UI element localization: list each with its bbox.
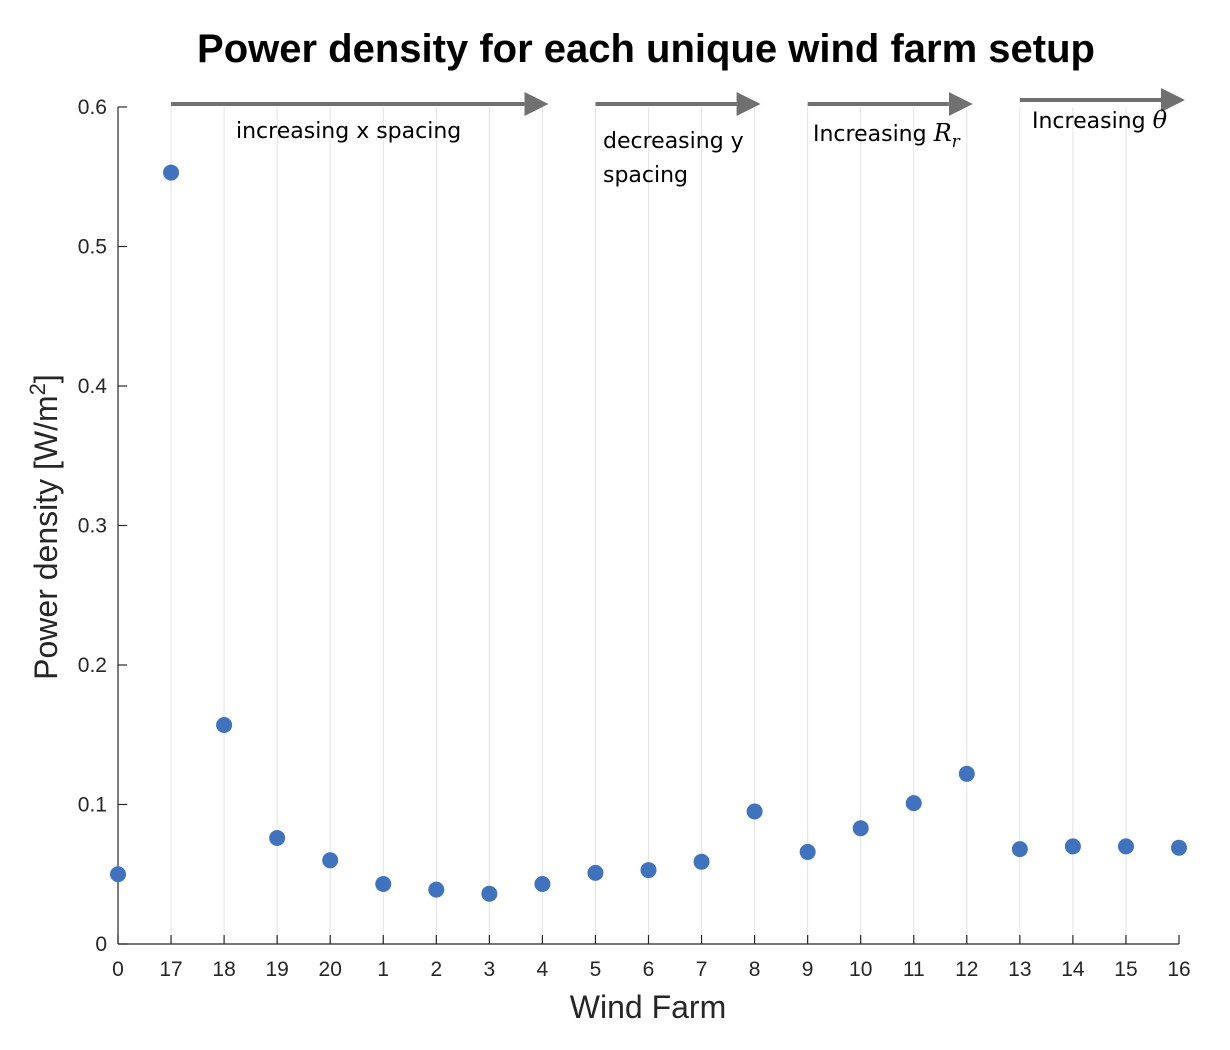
x-tick-label: 16: [1167, 958, 1190, 981]
x-tick-label: 14: [1061, 958, 1085, 981]
data-point-16: [1171, 839, 1187, 856]
annotation-line: Increasing: [813, 122, 934, 147]
y-tick-label: 0.1: [78, 794, 107, 817]
data-point-18: [216, 716, 233, 733]
x-tick-label: 3: [484, 958, 496, 981]
y-axis-title: Power density [W/m2]: [25, 374, 64, 680]
annotation-line: spacing: [603, 163, 688, 188]
data-point-2: [428, 881, 445, 898]
data-point-13: [1011, 841, 1028, 858]
data-point-15: [1117, 838, 1134, 855]
data-point-10: [852, 820, 869, 837]
y-tick-label: 0.2: [78, 654, 107, 677]
annotation-math-subscript: r: [952, 132, 961, 152]
y-axis-title-suffix: ]: [28, 374, 64, 383]
x-tick-label: 17: [159, 958, 182, 981]
data-point-9: [799, 843, 816, 860]
x-tick-label: 9: [802, 958, 814, 981]
data-point-0: [110, 866, 126, 883]
annotation-line: Increasing: [1032, 109, 1153, 134]
annotation-label: Increasing θ: [1032, 106, 1168, 134]
y-axis-ticks: 0 0.1 0.2 0.3 0.4 0.5 0.6: [78, 96, 127, 956]
x-tick-label: 2: [430, 958, 442, 981]
x-tick-label: 6: [643, 958, 655, 981]
x-tick-label: 1: [377, 958, 389, 981]
x-tick-label: 10: [849, 958, 872, 981]
x-tick-label: 15: [1114, 958, 1137, 981]
y-tick-label: 0.3: [78, 515, 107, 538]
data-point-12: [958, 765, 975, 782]
data-point-8: [746, 803, 763, 820]
x-axis-ticks: 0 17 18 19 20 1 2 3 4 5 6 7 8 9 10 11 12 13 14 15 16: [112, 935, 1191, 981]
y-tick-label: 0.6: [78, 96, 107, 119]
data-point-7: [693, 853, 710, 870]
x-tick-label: 4: [537, 958, 549, 981]
annotation-line: increasing x spacing: [236, 119, 461, 144]
y-tick-label: 0.5: [78, 236, 107, 259]
y-axis-title-superscript: 2: [25, 383, 50, 395]
x-axis-title: Wind Farm: [570, 989, 726, 1025]
data-point-1: [375, 876, 392, 893]
x-tick-label: 13: [1008, 958, 1031, 981]
data-point-17: [163, 164, 180, 181]
y-tick-label: 0: [95, 933, 107, 956]
annotation-math: R: [933, 119, 952, 147]
data-point-5: [587, 864, 604, 881]
annotation-label: decreasing y spacing: [603, 129, 744, 188]
data-point-19: [269, 829, 286, 846]
annotation-label: increasing x spacing: [236, 119, 461, 144]
data-point-3: [481, 885, 498, 902]
data-point-4: [534, 876, 551, 893]
annotation-label: Increasing Rr: [813, 119, 961, 152]
x-tick-label: 8: [749, 958, 761, 981]
annotation-line: decreasing y: [603, 129, 744, 154]
data-point-11: [905, 795, 922, 812]
data-point-6: [640, 862, 657, 879]
chart-title: Power density for each unique wind farm …: [197, 27, 1095, 71]
grid-lines: [170, 107, 1127, 944]
x-tick-label: 5: [590, 958, 602, 981]
x-tick-label: 20: [319, 958, 342, 981]
x-tick-label: 11: [903, 958, 925, 981]
x-tick-label: 0: [112, 958, 124, 981]
annotation-math: θ: [1153, 106, 1168, 134]
y-axis-title-main: Power density [W/m: [28, 395, 64, 680]
x-tick-label: 7: [696, 958, 708, 981]
data-point-14: [1064, 838, 1081, 855]
data-series: [110, 164, 1187, 902]
data-point-20: [322, 852, 339, 869]
annotations: increasing x spacing decreasing y spacing I…: [171, 88, 1185, 188]
x-tick-label: 19: [265, 958, 288, 981]
x-tick-label: 18: [212, 958, 235, 981]
y-tick-label: 0.4: [78, 375, 108, 398]
x-tick-label: 12: [955, 958, 978, 981]
